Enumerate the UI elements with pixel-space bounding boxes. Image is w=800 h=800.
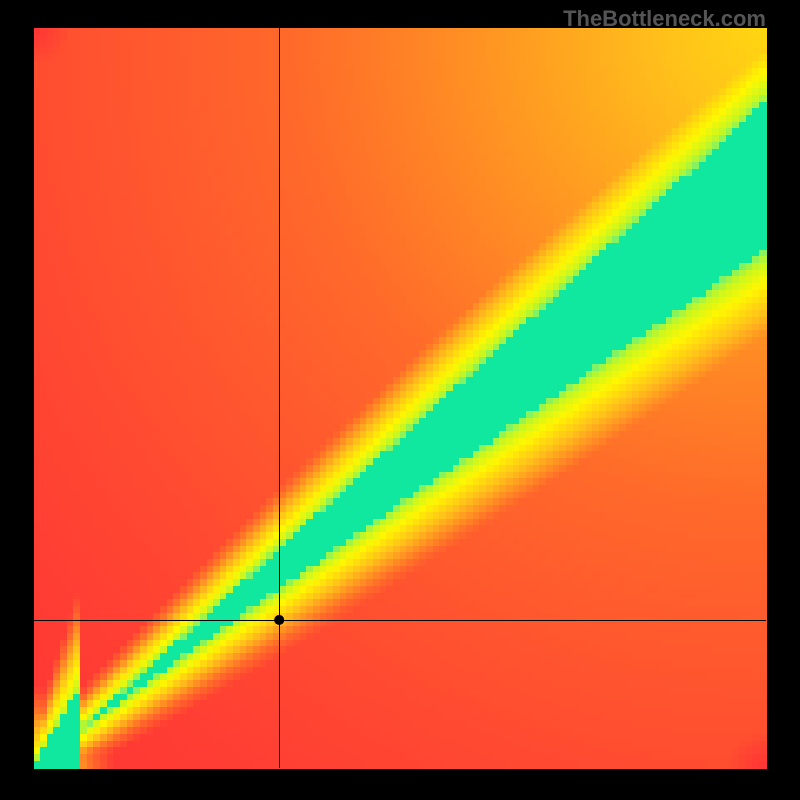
heatmap-canvas	[0, 0, 800, 800]
chart-container: TheBottleneck.com	[0, 0, 800, 800]
watermark-text: TheBottleneck.com	[563, 6, 766, 32]
